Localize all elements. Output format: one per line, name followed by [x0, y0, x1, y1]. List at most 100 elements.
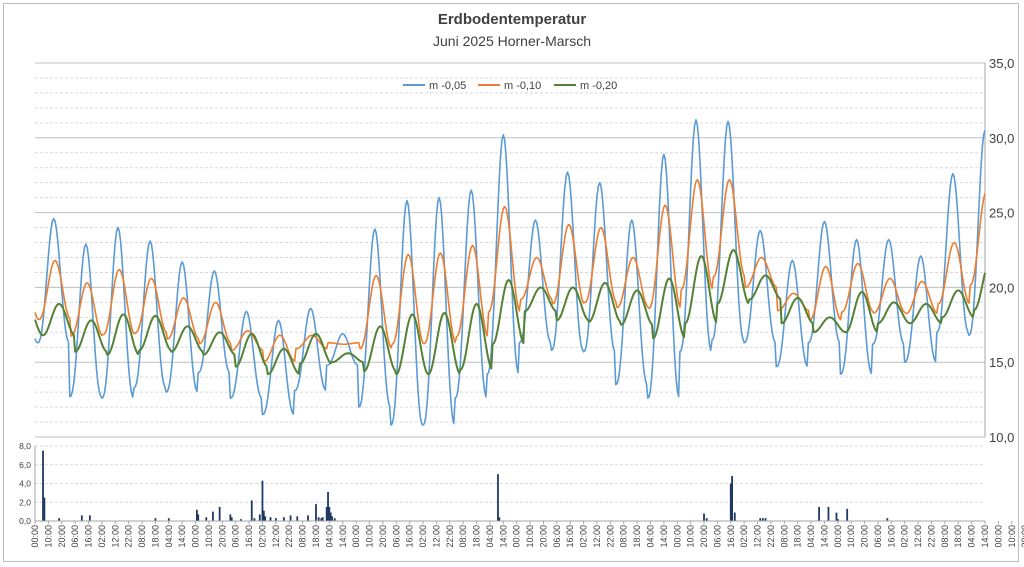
- precip-bar: [205, 517, 208, 521]
- precip-bar: [329, 512, 332, 521]
- x-tick-label: 14:00: [980, 525, 990, 548]
- y-tick-label: 25,0: [989, 206, 1014, 221]
- x-tick-label: 14:00: [819, 525, 829, 548]
- precip-bar: [733, 512, 736, 521]
- x-tick-label: 20:00: [57, 525, 67, 548]
- precip-bar: [42, 450, 44, 521]
- precip-bar: [167, 518, 170, 521]
- x-tick-label: 08:00: [940, 525, 950, 548]
- x-tick-label: 02:00: [579, 525, 589, 548]
- precip-bar: [289, 515, 292, 522]
- x-tick-label: 18:00: [793, 525, 803, 548]
- precip-bar: [262, 510, 265, 521]
- y-tick-label: 20,0: [989, 280, 1014, 295]
- x-tick-label: 08:00: [458, 525, 468, 548]
- x-tick-label: 10:00: [846, 525, 856, 548]
- x-tick-label: 16:00: [244, 525, 254, 548]
- precip-bar: [43, 497, 46, 521]
- precip-bar: [835, 512, 838, 521]
- x-tick-label: 02:00: [257, 525, 267, 548]
- precip-bar: [827, 506, 830, 521]
- precip-bar: [250, 500, 253, 522]
- precip-bar: [264, 516, 267, 521]
- x-tick-label: 04:00: [645, 525, 655, 548]
- x-tick-label: 10:00: [1007, 525, 1017, 548]
- legend-label-1: m -0,10: [504, 80, 541, 92]
- x-tick-label: 08:00: [137, 525, 147, 548]
- precip-bar: [58, 518, 60, 521]
- precip-y-tick-label: 2,0: [19, 497, 31, 507]
- precip-bar: [328, 506, 331, 521]
- x-tick-label: 00:00: [191, 525, 201, 548]
- precip-bar: [325, 506, 328, 521]
- x-tick-label: 22:00: [605, 525, 615, 548]
- precip-bar: [759, 518, 762, 521]
- precip-bar: [333, 518, 336, 521]
- x-tick-label: 16:00: [726, 525, 736, 548]
- precip-bar: [703, 513, 705, 521]
- x-tick-label: 16:00: [886, 525, 896, 548]
- precip-bar: [315, 504, 317, 522]
- x-tick-label: 04:00: [324, 525, 334, 548]
- precipitation-bars: [42, 450, 889, 522]
- precip-bar: [212, 511, 214, 522]
- precip-bar: [261, 480, 264, 521]
- precip-bar: [307, 515, 309, 522]
- x-tick-label: 00:00: [351, 525, 361, 548]
- x-tick-label: 10:00: [525, 525, 535, 548]
- precip-bar: [229, 514, 232, 521]
- precip-bar: [846, 508, 849, 521]
- x-tick-label: 18:00: [632, 525, 642, 548]
- x-tick-label: 16:00: [565, 525, 575, 548]
- time-x-axis: 00:00 10:00 20:00 06:00 16:00 02:00 12:00 22:00…: [30, 520, 1024, 548]
- x-tick-label: 00:00: [833, 525, 843, 548]
- precip-bar: [320, 518, 323, 521]
- legend-label-0: m -0,05: [429, 80, 466, 92]
- x-tick-label: 06:00: [70, 525, 80, 548]
- x-tick-label: 00:00: [512, 525, 522, 548]
- x-tick-label: 12:00: [110, 525, 120, 548]
- precip-bar: [497, 474, 499, 522]
- temperature-y-axis: 10,0 15,0 20,0 25,0 30,0 35,0: [984, 56, 1014, 445]
- precip-bar: [154, 518, 157, 521]
- x-tick-label: 06:00: [391, 525, 401, 548]
- y-tick-label: 35,0: [989, 56, 1014, 71]
- precip-bar: [80, 515, 83, 522]
- x-tick-label: 06:00: [231, 525, 241, 548]
- series-line-2: [34, 249, 986, 376]
- precip-bar: [321, 517, 324, 521]
- precip-bar: [253, 518, 256, 521]
- precip-bar: [196, 509, 198, 521]
- y-tick-label: 30,0: [989, 131, 1014, 146]
- precip-y-tick-label: 4,0: [19, 479, 31, 489]
- y-tick-label: 10,0: [989, 430, 1014, 445]
- x-tick-label: 02:00: [900, 525, 910, 548]
- x-tick-label: 14:00: [177, 525, 187, 548]
- x-tick-label: 02:00: [97, 525, 107, 548]
- x-tick-label: 00:00: [672, 525, 682, 548]
- x-tick-label: 10:00: [365, 525, 375, 548]
- x-tick-label: 22:00: [284, 525, 294, 548]
- x-tick-label: 16:00: [84, 525, 94, 548]
- x-tick-label: 22:00: [445, 525, 455, 548]
- x-tick-label: 22:00: [766, 525, 776, 548]
- x-tick-label: 18:00: [150, 525, 160, 548]
- x-tick-label: 02:00: [739, 525, 749, 548]
- temperature-series: [34, 119, 986, 426]
- x-tick-label: 00:00: [993, 525, 1003, 548]
- precip-bar: [197, 514, 200, 521]
- x-tick-label: 04:00: [485, 525, 495, 548]
- x-tick-label: 20:00: [538, 525, 548, 548]
- x-tick-label: 20:00: [699, 525, 709, 548]
- precip-bar: [240, 519, 242, 522]
- precipitation-y-axis: 0,0 2,0 4,0 6,0 8,0: [19, 441, 36, 526]
- x-tick-label: 20:00: [217, 525, 227, 548]
- x-tick-label: 06:00: [712, 525, 722, 548]
- x-tick-label: 04:00: [806, 525, 816, 548]
- precip-bar: [836, 519, 839, 522]
- x-tick-label: 08:00: [619, 525, 629, 548]
- x-tick-label: 20:00: [1020, 525, 1024, 548]
- x-tick-label: 10:00: [204, 525, 214, 548]
- x-tick-label: 14:00: [498, 525, 508, 548]
- x-tick-label: 22:00: [124, 525, 134, 548]
